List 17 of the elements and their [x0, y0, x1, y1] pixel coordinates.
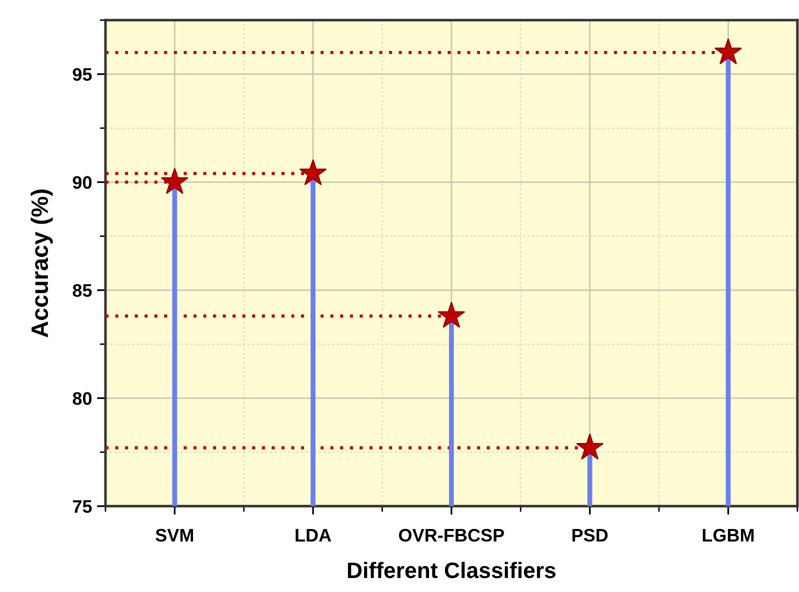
point — [714, 38, 742, 64]
x-tick-label: PSD — [572, 528, 608, 542]
x-tick-label: LDA — [296, 529, 332, 542]
y-tick-label: 95 — [72, 68, 92, 81]
y-tick-label: 85 — [72, 284, 92, 297]
y-tick-label: 80 — [72, 392, 92, 405]
point — [438, 302, 466, 328]
y-tick-label: 90 — [72, 176, 92, 189]
point — [299, 159, 327, 186]
x-tick-label: SVM — [156, 528, 194, 542]
x-tick-label: LGBM — [702, 528, 754, 542]
point — [160, 168, 188, 194]
point — [576, 433, 604, 460]
y-axis-title: Accuracy (%) — [30, 190, 53, 338]
y-tick-label: 75 — [72, 500, 92, 513]
x-axis-title: Different Classifiers — [348, 562, 556, 578]
x-tick-label: OVR-FBCSP — [399, 528, 504, 542]
